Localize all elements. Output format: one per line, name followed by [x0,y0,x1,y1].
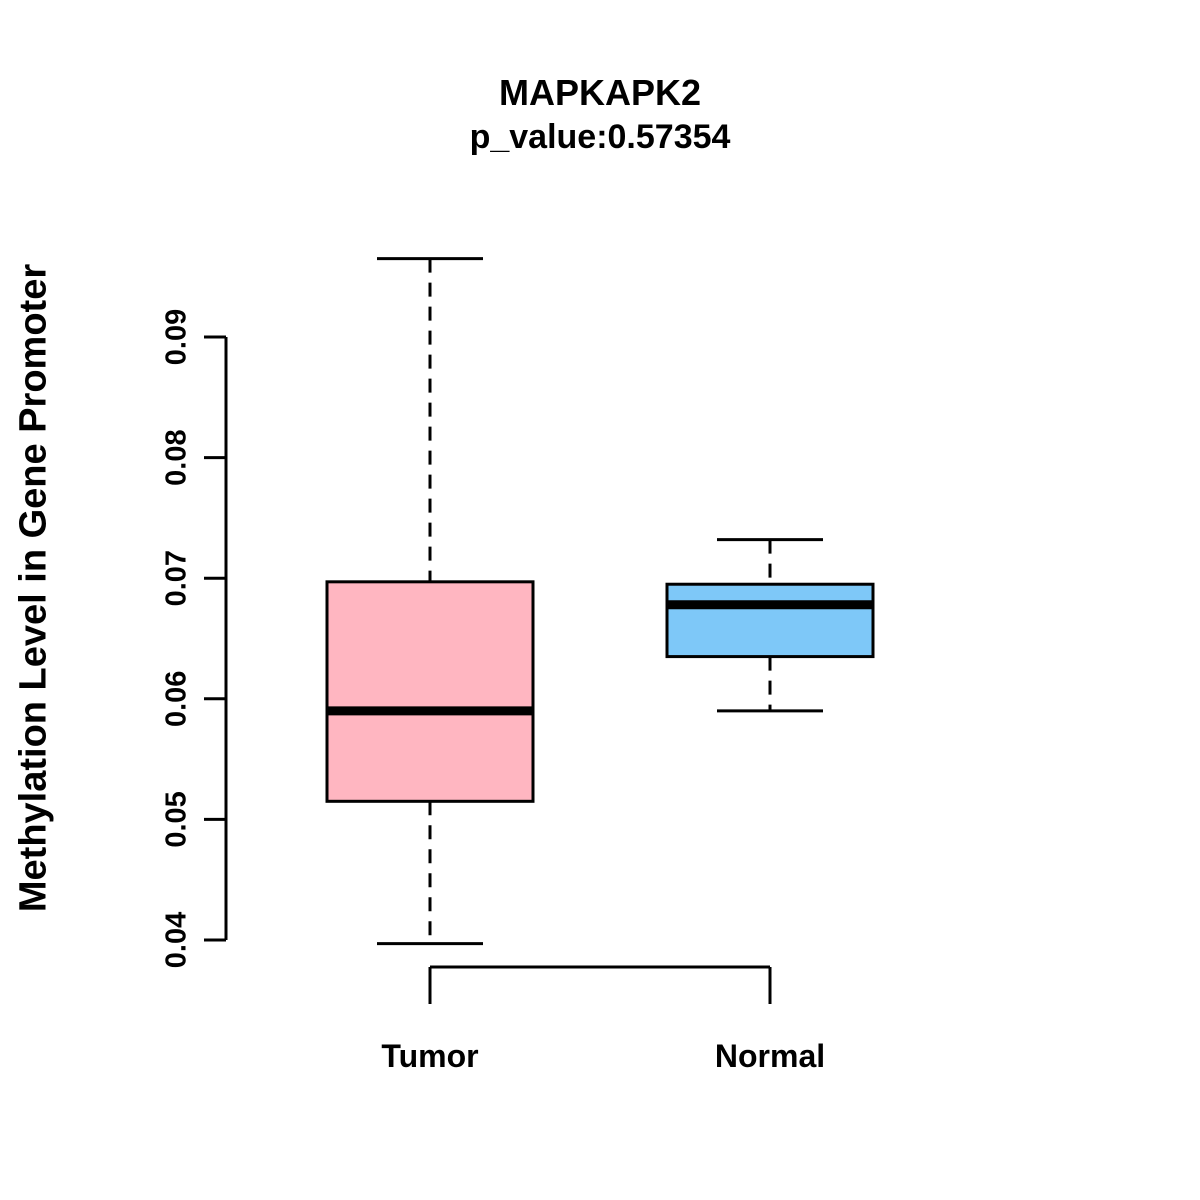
y-axis-tick-label: 0.09 [161,309,193,365]
category-label-tumor: Tumor [381,1038,479,1074]
box-normal [665,582,875,659]
y-axis-tick-label: 0.05 [161,791,193,847]
category-label-normal: Normal [714,1038,826,1074]
y-axis-tick-label: 0.06 [161,671,193,727]
y-axis-tick-label: 0.08 [161,429,193,485]
chart-subtitle: p_value:0.57354 [469,118,731,156]
chart-title: MAPKAPK2 [498,72,702,113]
y-axis-tick-label: 0.07 [161,550,193,606]
box-tumor [325,580,535,803]
y-axis-tick-label: 0.04 [161,912,193,968]
